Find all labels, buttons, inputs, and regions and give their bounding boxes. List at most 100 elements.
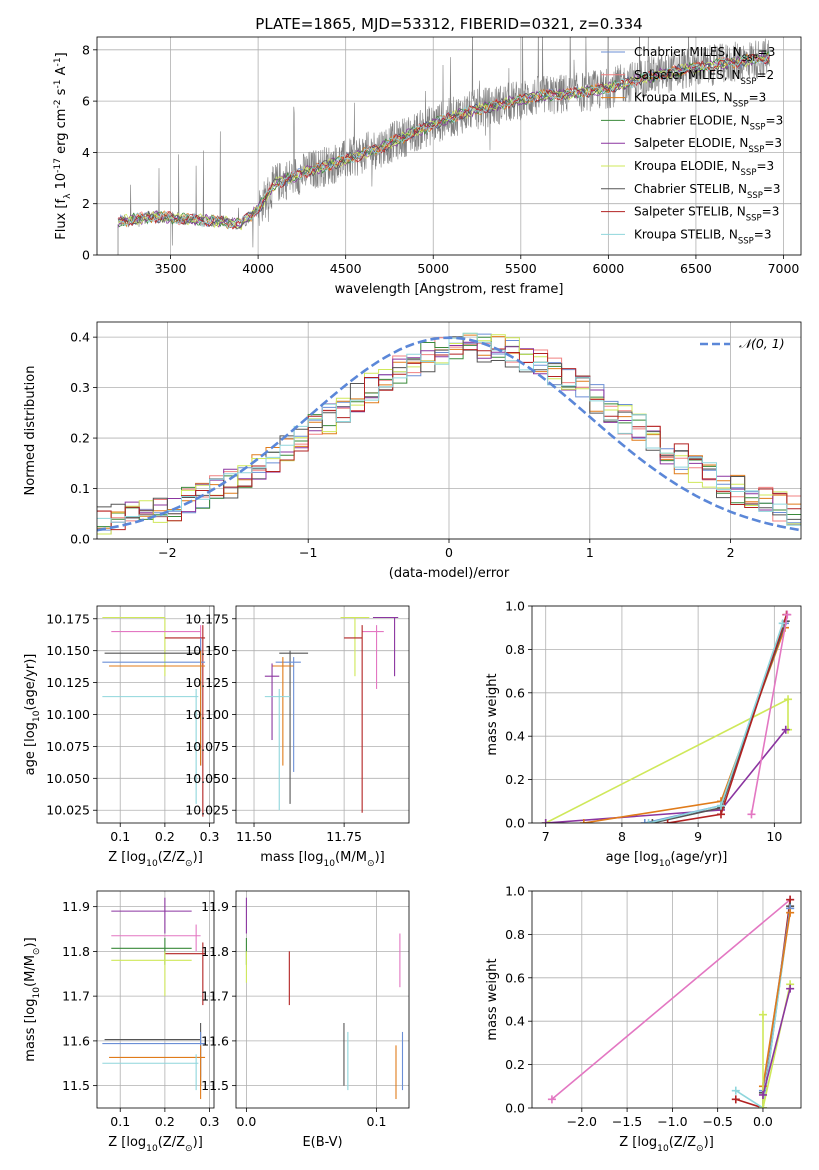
age-vs-metallicity-panel: 0.1 0.2 0.3 10.025 10.050 10.075 10.100 10.125 1…	[23, 605, 220, 869]
x-tick-label: 6000	[592, 261, 624, 276]
label-segment: (M/M	[335, 850, 367, 865]
axes-frame	[235, 890, 410, 1109]
y-axis-label: mass [log10(M/M⊙)]	[23, 937, 42, 1061]
axes-frame	[531, 605, 802, 824]
y-tick-label: 11.9	[201, 899, 229, 914]
x-tick-label: −2	[158, 545, 176, 560]
y-tick-label: 2	[82, 196, 90, 211]
label-segment: )]	[23, 937, 38, 947]
x-tick-label: 11.75	[326, 829, 362, 844]
label-segment: age [log	[606, 850, 659, 865]
weight-marker	[758, 1010, 767, 1019]
legend-subscript: SSP	[742, 54, 758, 64]
x-axis-label: Z [log10(Z/Z⊙)]	[108, 850, 203, 869]
x-axis-label: Z [log10(Z/Z⊙)]	[108, 1135, 203, 1154]
x-axis-label: age [log10(age/yr)]	[606, 850, 728, 869]
y-tick-label: 11.9	[62, 899, 90, 914]
axes-frame	[96, 321, 802, 540]
y-axis-label: age [log10(age/yr)]	[23, 654, 42, 776]
y-tick-label: 0.0	[505, 1101, 525, 1116]
legend-entry: Chabrier MILES, NSSP=3	[634, 45, 775, 64]
weight-marker	[644, 819, 653, 823]
label-segment: )]	[375, 850, 385, 865]
weight-marker	[758, 1090, 767, 1099]
label-segment: (data-model)/error	[389, 566, 510, 581]
y-axis-label: mass weight	[485, 673, 500, 755]
mass-vs-metallicity-panel: 0.1 0.2 0.311.511.611.711.811.9Z [log10(Z/…	[23, 890, 219, 1154]
x-tick-label: 6500	[680, 261, 712, 276]
x-axis-label: E(B-V)	[302, 1135, 342, 1150]
data-point-1	[111, 924, 201, 952]
legend-suffix: =3	[764, 136, 782, 150]
data-point-0	[102, 616, 166, 677]
grid-lines	[236, 606, 409, 823]
data-point-2	[164, 625, 206, 817]
label-segment: -1	[53, 57, 63, 66]
label-segment: ⊙	[696, 1144, 704, 1154]
weight-line-chabrier_miles	[644, 623, 786, 823]
weight-line-kroupa_stelib	[648, 623, 784, 823]
x-tick-label: 8	[618, 829, 626, 844]
plot-area	[264, 616, 399, 813]
label-segment: 10	[146, 859, 158, 869]
weight-marker	[579, 819, 588, 823]
y-tick-label: 10.125	[46, 675, 90, 690]
legend-text: Salpeter ELODIE, N	[634, 136, 748, 150]
y-tick-label: 0.1	[70, 481, 90, 496]
label-segment: age [log	[23, 722, 38, 775]
label-segment: -2	[53, 99, 63, 108]
y-tick-label: 1.0	[505, 884, 525, 899]
x-tick-label: 11.50	[236, 829, 272, 844]
data-point-5	[104, 1022, 202, 1086]
label-segment: 10	[657, 1144, 669, 1154]
x-tick-label: −1.0	[657, 1114, 687, 1129]
y-tick-label: 0.4	[505, 1014, 525, 1029]
y-tick-label: 10.175	[185, 611, 229, 626]
mass-weight-vs-metallicity-panel: −2.0 −1.5 −1.0 −0.5 0.0 0.0 0.2 0.4 0.6 0.8 1.0 Z […	[485, 884, 802, 1154]
label-segment: 10	[32, 710, 42, 722]
x-tick-label: −1.5	[612, 1114, 642, 1129]
weight-marker	[648, 819, 657, 823]
label-segment: Flux [f	[54, 199, 69, 240]
y-tick-label: 0.0	[505, 816, 525, 831]
x-tick-label: 4500	[330, 261, 362, 276]
axes-frame	[235, 605, 410, 824]
x-tick-label: 2	[727, 545, 735, 560]
label-segment: erg cm	[54, 109, 69, 158]
weight-marker	[731, 1086, 740, 1095]
label-segment: Normed distribution	[23, 366, 38, 496]
label-segment: ⊙	[185, 859, 193, 869]
legend-entry: Chabrier ELODIE, NSSP=3	[634, 113, 783, 132]
weight-marker	[786, 984, 795, 993]
y-axis-label: mass weight	[485, 958, 500, 1040]
legend-text: Salpeter MILES, N	[634, 68, 741, 82]
x-axis-label: mass [log10(M/M⊙)]	[260, 850, 384, 869]
weight-marker	[786, 908, 795, 917]
x-tick-label: 5500	[505, 261, 537, 276]
grid-lines	[97, 606, 214, 823]
data-point-1	[372, 616, 399, 677]
legend-text: Chabrier STELIB, N	[634, 182, 747, 196]
label-segment: (Z/Z	[669, 1135, 696, 1150]
spectrum-data-line	[117, 37, 770, 248]
plot-area	[102, 897, 206, 1100]
weight-marker	[781, 725, 790, 734]
data-point-5	[275, 657, 301, 772]
legend-entry: Chabrier STELIB, NSSP=3	[634, 182, 781, 201]
y-tick-label: 0.2	[505, 1057, 525, 1072]
label-segment: (Z/Z	[158, 850, 185, 865]
legend-text: Kroupa STELIB, N	[634, 227, 738, 241]
legend-suffix: =3	[754, 227, 772, 241]
x-tick-label: 7000	[768, 261, 800, 276]
y-tick-label: 0.6	[505, 970, 525, 985]
x-tick-label: 0.3	[200, 829, 220, 844]
x-tick-label: 0.1	[367, 1114, 387, 1129]
y-tick-label: 10.025	[185, 803, 229, 818]
legend-entry: Kroupa MILES, NSSP=3	[634, 91, 766, 110]
axes-frame	[96, 890, 215, 1109]
data-point-0	[111, 897, 192, 934]
weight-line-pink	[551, 899, 791, 1100]
data-point-0	[340, 616, 370, 677]
weight-marker	[716, 810, 725, 819]
y-tick-label: 0.2	[70, 431, 90, 446]
